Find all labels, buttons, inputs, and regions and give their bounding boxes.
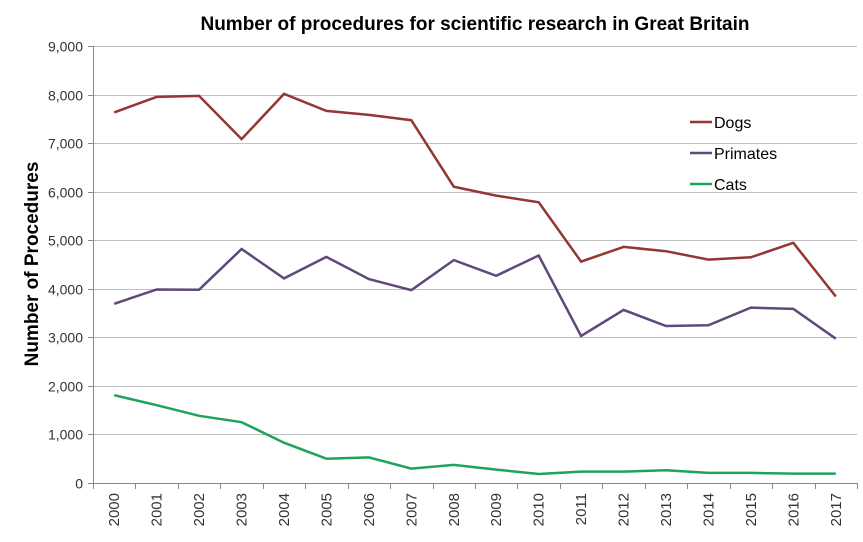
series-line-dogs — [113, 92, 837, 298]
legend: Dogs Primates Cats — [690, 115, 777, 194]
x-tick-label: 2013 — [658, 493, 675, 526]
x-tick-label: 2015 — [743, 493, 760, 526]
x-tick-label: 2012 — [616, 493, 633, 526]
y-tick-label: 6,000 — [48, 185, 83, 201]
series-line-primates — [113, 247, 837, 340]
y-tick-label: 7,000 — [48, 136, 83, 152]
x-tick-label: 2014 — [700, 493, 717, 526]
x-tick-label: 2002 — [191, 493, 208, 526]
series-lines — [113, 92, 837, 476]
x-tick-labels: 2000 2001 2002 2003 2004 2005 2006 2007 2008 2009… — [106, 493, 845, 526]
x-tick-label: 2008 — [446, 493, 463, 526]
x-tick-label: 2016 — [785, 493, 802, 526]
x-tick-label: 2004 — [276, 493, 293, 526]
legend-label: Dogs — [714, 115, 751, 132]
x-tick-label: 2011 — [573, 493, 590, 525]
y-tick-label: 0 — [75, 476, 83, 492]
y-tick-label: 3,000 — [48, 330, 83, 346]
x-tick-label: 2007 — [403, 493, 420, 526]
legend-item-cats: Cats — [690, 177, 747, 194]
x-tick-label: 2006 — [361, 493, 378, 526]
x-tick-label: 2000 — [106, 493, 123, 526]
chart-title: Number of procedures for scientific rese… — [200, 14, 749, 35]
legend-item-primates: Primates — [690, 146, 777, 163]
y-tick-labels: 0 1,000 2,000 3,000 4,000 5,000 6,000 7,000 8,00… — [48, 39, 93, 492]
y-tick-label: 4,000 — [48, 282, 83, 298]
x-tick-label: 2001 — [149, 493, 166, 526]
series-line-cats — [113, 393, 836, 476]
y-tick-label: 5,000 — [48, 233, 83, 249]
legend-item-dogs: Dogs — [690, 115, 751, 132]
x-tick-label: 2010 — [531, 493, 548, 526]
y-tick-label: 9,000 — [48, 39, 83, 55]
y-tick-label: 8,000 — [48, 88, 83, 104]
y-tick-label: 1,000 — [48, 427, 83, 443]
y-tick-label: 2,000 — [48, 379, 83, 395]
gridlines — [93, 46, 857, 435]
x-tick-label: 2017 — [828, 493, 845, 526]
axes — [93, 46, 858, 489]
legend-label: Primates — [714, 146, 777, 163]
x-tick-label: 2005 — [318, 493, 335, 526]
x-tick-label: 2003 — [234, 493, 251, 526]
x-tick-label: 2009 — [488, 493, 505, 526]
y-axis-label: Number of Procedures — [22, 162, 43, 367]
legend-label: Cats — [714, 177, 747, 194]
